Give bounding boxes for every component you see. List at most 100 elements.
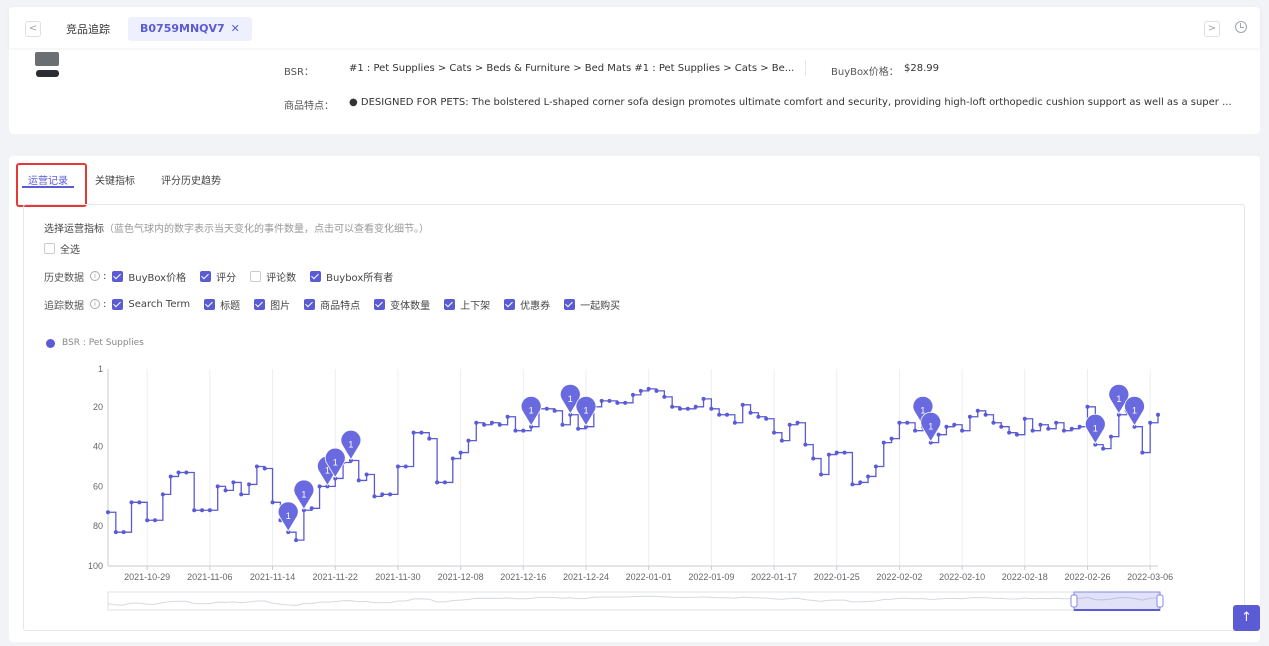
- bsr-data-point: [1140, 450, 1145, 455]
- bsr-data-point: [568, 412, 573, 417]
- tracking-checkbox-3[interactable]: 商品特点: [304, 297, 360, 312]
- tracking-checkbox-1[interactable]: 标题: [204, 297, 240, 312]
- history-checkbox-label: BuyBox价格: [128, 272, 187, 284]
- bsr-data-point: [1085, 404, 1090, 409]
- tracking-checkbox-0[interactable]: Search Term: [112, 298, 190, 310]
- bsr-data-point: [999, 424, 1004, 429]
- product-thumbnail[interactable]: [35, 52, 59, 66]
- select-all-label: 全选: [60, 244, 80, 256]
- bsr-data-point: [106, 510, 110, 515]
- bsr-value: #1 : Pet Supplies > Cats > Beds & Furnit…: [349, 63, 795, 74]
- history-checkbox-0[interactable]: BuyBox价格: [112, 269, 186, 284]
- bsr-data-point: [270, 500, 275, 505]
- bsr-data-point: [466, 438, 471, 443]
- tab-operations-log[interactable]: 运营记录: [28, 176, 68, 187]
- info-icon[interactable]: i: [90, 271, 100, 281]
- bsr-data-point: [991, 420, 996, 425]
- bsr-data-point: [388, 492, 393, 497]
- bsr-data-point: [701, 396, 706, 401]
- checkbox-checked: [374, 298, 386, 310]
- bsr-data-point: [254, 464, 259, 469]
- product-thumbnail-2[interactable]: [36, 70, 59, 77]
- x-tick-label: 2022-02-02: [876, 572, 922, 582]
- history-checkbox-2[interactable]: 评论数: [250, 269, 296, 284]
- bsr-data-point: [505, 414, 510, 419]
- y-tick-label: 60: [93, 481, 103, 491]
- zoom-handle-left[interactable]: [1070, 594, 1078, 608]
- bsr-data-point: [748, 410, 753, 415]
- event-balloon: [520, 395, 542, 427]
- bsr-data-point: [725, 412, 730, 417]
- bsr-data-point: [732, 420, 737, 425]
- bsr-data-point: [936, 432, 941, 437]
- bsr-data-point: [435, 480, 440, 485]
- bsr-data-point: [842, 450, 847, 455]
- x-tick-label: 2021-11-06: [187, 572, 232, 582]
- bsr-data-point: [153, 518, 158, 523]
- tab-scroll-left-button[interactable]: <: [25, 21, 41, 37]
- bsr-data-point: [787, 422, 792, 427]
- tab-scroll-right-button[interactable]: >: [1204, 21, 1220, 37]
- bsr-data-point: [913, 428, 918, 433]
- bsr-data-point: [552, 408, 557, 413]
- bsr-data-point: [442, 480, 447, 485]
- checkbox-checked: [204, 298, 216, 310]
- bsr-data-point: [873, 464, 878, 469]
- event-balloon: [559, 384, 581, 415]
- zoom-handle-right[interactable]: [1156, 594, 1164, 608]
- back-to-top-button[interactable]: ↑: [1233, 605, 1260, 631]
- tracking-checkbox-label: 商品特点: [320, 300, 361, 312]
- bsr-data-point: [364, 472, 369, 477]
- tab-asin-active[interactable]: B0759MNQV7 ✕: [128, 17, 252, 41]
- tracking-checkbox-2[interactable]: 图片: [254, 297, 290, 312]
- clock-icon[interactable]: [1235, 21, 1247, 33]
- bsr-data-point: [576, 426, 581, 431]
- bsr-data-point: [348, 458, 353, 463]
- bsr-data-point: [1093, 442, 1098, 447]
- bsr-data-point: [1101, 446, 1106, 451]
- bsr-data-point: [756, 414, 761, 419]
- colon: :: [103, 298, 107, 310]
- legend-dot: [46, 338, 55, 348]
- tracking-checkbox-7[interactable]: 一起购买: [564, 297, 620, 312]
- bsr-data-point: [231, 480, 236, 485]
- info-icon[interactable]: i: [90, 299, 100, 309]
- bsr-data-point: [247, 482, 252, 487]
- checkbox-checked: [254, 298, 266, 310]
- bsr-data-point: [403, 464, 408, 469]
- bsr-data-point: [795, 420, 800, 425]
- bsr-data-point: [944, 424, 949, 429]
- x-tick-label: 2021-12-24: [563, 572, 609, 582]
- event-balloon: [1124, 395, 1145, 427]
- close-icon[interactable]: ✕: [230, 22, 240, 35]
- tab-competitor-tracking[interactable]: 竞品追踪: [66, 23, 110, 36]
- bsr-data-point: [521, 428, 526, 433]
- bsr-data-point: [317, 484, 322, 489]
- event-balloon: [1108, 384, 1130, 415]
- history-checkbox-1[interactable]: 评分: [200, 269, 236, 284]
- tracking-checkbox-6[interactable]: 优惠券: [504, 297, 550, 312]
- tab-key-metrics[interactable]: 关键指标: [95, 176, 135, 187]
- bsr-data-point: [356, 478, 361, 483]
- bsr-data-point: [928, 440, 933, 445]
- history-checkbox-3[interactable]: Buybox所有者: [310, 269, 393, 284]
- bsr-data-point: [137, 500, 142, 505]
- bsr-data-point: [380, 492, 385, 497]
- bsr-data-point: [717, 412, 722, 417]
- bsr-data-point: [897, 420, 902, 425]
- chart-legend[interactable]: BSR : Pet Supplies: [46, 338, 144, 348]
- x-tick-label: 2021-12-08: [438, 572, 484, 582]
- event-count-label: 1: [286, 511, 291, 521]
- checkbox-unchecked: [44, 242, 55, 254]
- bsr-data-point: [301, 508, 306, 513]
- bsr-data-point: [638, 388, 643, 393]
- tab-rating-history[interactable]: 评分历史趋势: [161, 176, 221, 187]
- select-all-checkbox[interactable]: 全选: [44, 241, 80, 256]
- tracking-data-label: 追踪数据: [44, 300, 84, 312]
- checkbox-checked: [444, 298, 456, 310]
- checkbox-checked: [304, 298, 316, 310]
- tracking-checkbox-4[interactable]: 变体数量: [374, 297, 430, 312]
- event-count-label: 1: [301, 489, 306, 499]
- tracking-checkbox-5[interactable]: 上下架: [444, 297, 490, 312]
- bsr-data-point: [184, 470, 189, 475]
